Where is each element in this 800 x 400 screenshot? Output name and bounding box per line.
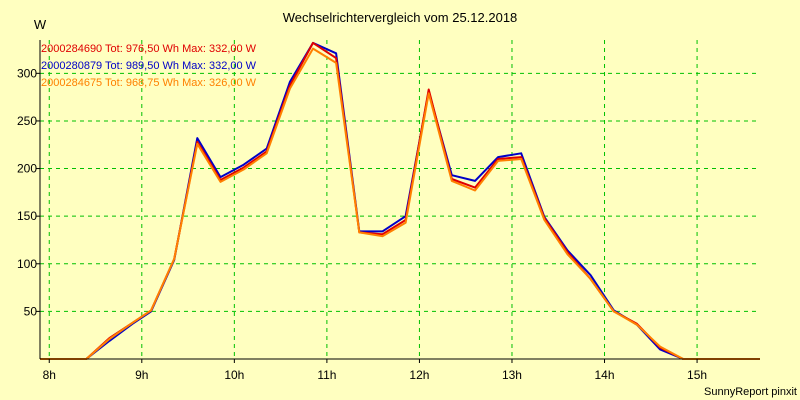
x-tick-label: 14h — [595, 368, 615, 382]
grid — [40, 40, 760, 359]
legend-entry-2000284690: 2000284690 Tot: 976,50 Wh Max: 332,00 W — [41, 43, 257, 55]
y-tick-label: 100 — [17, 257, 37, 271]
x-tick-label: 8h — [43, 368, 56, 382]
x-tick-label: 13h — [502, 368, 522, 382]
x-tick-label: 15h — [687, 368, 707, 382]
chart-title: Wechselrichtervergleich vom 25.12.2018 — [283, 10, 518, 25]
legend-entry-2000280879: 2000280879 Tot: 989,50 Wh Max: 332,00 W — [41, 60, 257, 72]
x-tick-label: 12h — [409, 368, 429, 382]
axes — [36, 40, 760, 363]
y-tick-label: 300 — [17, 66, 37, 80]
series-layer — [40, 41, 760, 360]
footer-credit: SunnyReport pinxit — [704, 386, 797, 398]
y-tick-label: 250 — [17, 114, 37, 128]
x-tick-label: 10h — [224, 368, 244, 382]
x-tick-label: 9h — [135, 368, 148, 382]
y-axis-unit-label: W — [34, 17, 47, 32]
legend-entry-2000284675: 2000284675 Tot: 968,75 Wh Max: 326,00 W — [41, 77, 257, 89]
y-tick-label: 150 — [17, 209, 37, 223]
y-tick-label: 50 — [24, 304, 38, 318]
series-line-2000284675 — [40, 47, 760, 360]
x-tick-label: 11h — [317, 368, 336, 382]
y-tick-label: 200 — [17, 162, 37, 176]
labels: 50 100 150 200 250 300 8h 9h 10h 11h 12h 13h 14h 15h — [17, 66, 707, 382]
legend: 2000284690 Tot: 976,50 Wh Max: 332,00 W 2… — [41, 43, 257, 89]
